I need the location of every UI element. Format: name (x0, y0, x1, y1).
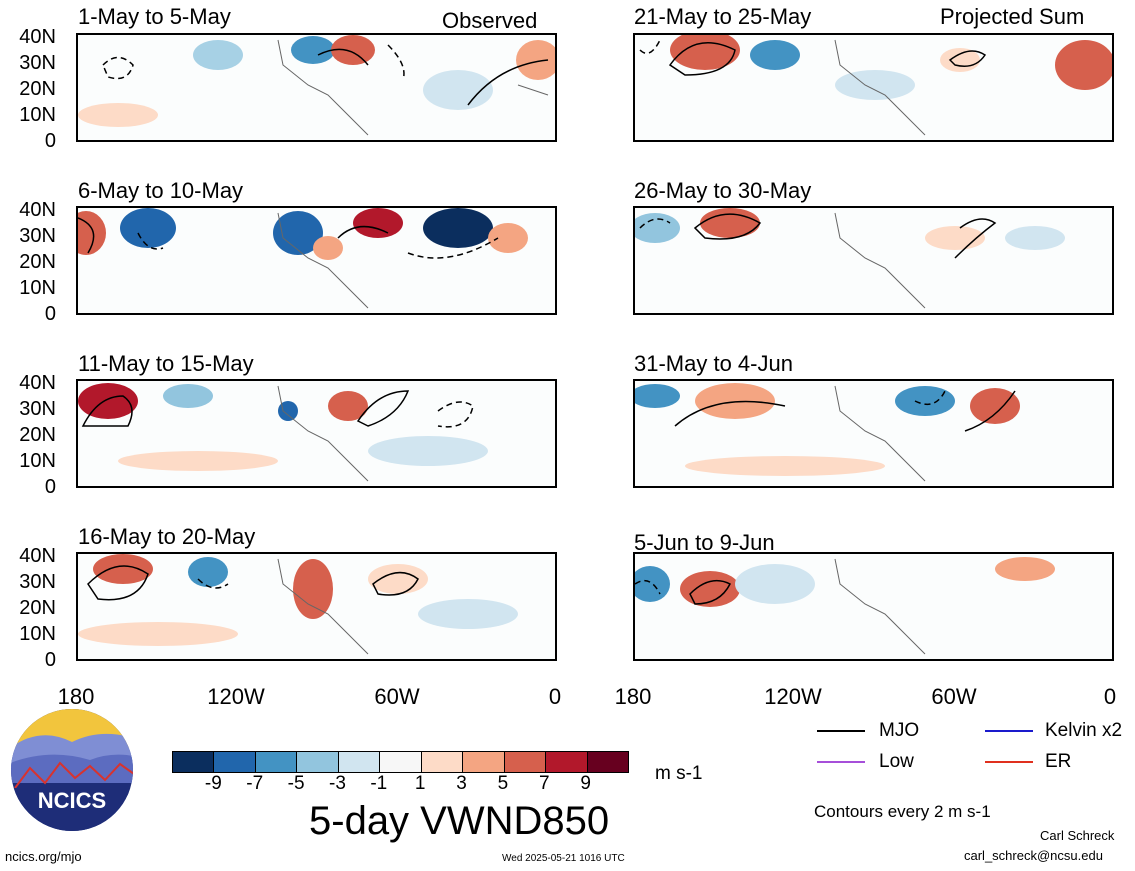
map-panel-observed-3 (76, 379, 557, 488)
lat-label: 20N (19, 251, 56, 273)
colorbar-swatch (587, 752, 628, 772)
lat-label: 40N (19, 199, 56, 221)
colorbar-units: m s-1 (655, 763, 703, 784)
legend-label-kelvin: Kelvin x2 (1045, 720, 1123, 741)
colorbar-label: 1 (414, 773, 426, 794)
lat-label: 20N (19, 78, 56, 100)
map-panel-projected-4 (633, 552, 1114, 661)
lon-label: 0 (548, 684, 562, 709)
legend-label-low: Low (879, 751, 914, 772)
lat-label: 10N (19, 450, 56, 472)
footer-author: Carl Schreck (1040, 828, 1115, 843)
colorbar-label: -7 (246, 773, 264, 794)
footer-email: carl_schreck@ncsu.edu (964, 848, 1103, 863)
legend-line-er (985, 761, 1033, 763)
panel-title-7: 31-May to 4-Jun (634, 351, 793, 376)
lat-label: 10N (19, 623, 56, 645)
lat-label: 30N (19, 398, 56, 420)
lon-label: 180 (614, 684, 652, 709)
projected-sum-header: Projected Sum (940, 4, 1085, 29)
map-panel-projected-1 (633, 33, 1114, 142)
legend-line-mjo (817, 730, 865, 732)
footer-timestamp: Wed 2025-05-21 1016 UTC (502, 853, 625, 864)
main-title: 5-day VWND850 (309, 799, 610, 843)
lat-label: 20N (19, 597, 56, 619)
lat-label: 10N (19, 104, 56, 126)
colorbar-label: 5 (497, 773, 509, 794)
legend-label-er: ER (1045, 751, 1072, 772)
lat-label: 30N (19, 52, 56, 74)
colorbar (172, 751, 629, 773)
lon-label: 120W (764, 684, 822, 709)
map-panel-observed-1 (76, 33, 557, 142)
colorbar-label: 3 (456, 773, 467, 794)
map-panel-projected-2 (633, 206, 1114, 315)
panel-title-2: 6-May to 10-May (78, 178, 244, 203)
colorbar-swatch (463, 752, 505, 772)
colorbar-label: -1 (370, 773, 388, 794)
panel-title-5: 21-May to 25-May (634, 4, 812, 29)
lon-label: 60W (374, 684, 420, 709)
colorbar-label: 7 (538, 773, 550, 794)
colorbar-swatch (255, 752, 298, 772)
lat-label: 0 (44, 130, 56, 152)
map-panel-observed-4 (76, 552, 557, 661)
logo-text: NCICS (38, 788, 106, 813)
colorbar-label: -5 (287, 773, 305, 794)
contours-note: Contours every 2 m s-1 (814, 802, 991, 821)
lat-label: 30N (19, 225, 56, 247)
panel-title-1: 1-May to 5-May (78, 4, 231, 29)
colorbar-swatch (421, 752, 464, 772)
panel-title-3: 11-May to 15-May (78, 351, 254, 376)
ncics-logo: NCICS (10, 708, 134, 832)
lat-label: 40N (19, 545, 56, 567)
colorbar-swatch (338, 752, 381, 772)
lon-label: 60W (931, 684, 977, 709)
lat-label: 40N (19, 372, 56, 394)
legend-line-low (817, 761, 865, 763)
colorbar-label: -9 (204, 773, 222, 794)
colorbar-swatch (173, 752, 215, 772)
lat-label: 40N (19, 26, 56, 48)
colorbar-swatch (297, 752, 339, 772)
observed-header: Observed (442, 8, 538, 33)
colorbar-swatch (380, 752, 422, 772)
colorbar-swatch (546, 752, 588, 772)
lat-label: 0 (44, 649, 56, 671)
lat-label: 20N (19, 424, 56, 446)
colorbar-swatch (214, 752, 256, 772)
panel-title-4: 16-May to 20-May (78, 524, 256, 549)
lat-label: 10N (19, 277, 56, 299)
map-panel-projected-3 (633, 379, 1114, 488)
legend-line-kelvin (985, 730, 1033, 732)
colorbar-swatch (504, 752, 547, 772)
legend-label-mjo: MJO (879, 720, 920, 741)
lon-label: 120W (207, 684, 265, 709)
lat-label: 0 (44, 303, 56, 325)
lat-label: 0 (44, 476, 56, 498)
lat-label: 30N (19, 571, 56, 593)
colorbar-label: 9 (580, 773, 591, 794)
panel-title-6: 26-May to 30-May (634, 178, 812, 203)
footer-url: ncics.org/mjo (5, 849, 82, 864)
colorbar-label: -3 (329, 773, 346, 794)
map-panel-observed-2 (76, 206, 557, 315)
panel-title-8: 5-Jun to 9-Jun (634, 530, 775, 555)
lon-label: 180 (57, 684, 95, 709)
lon-label: 0 (1103, 684, 1117, 709)
